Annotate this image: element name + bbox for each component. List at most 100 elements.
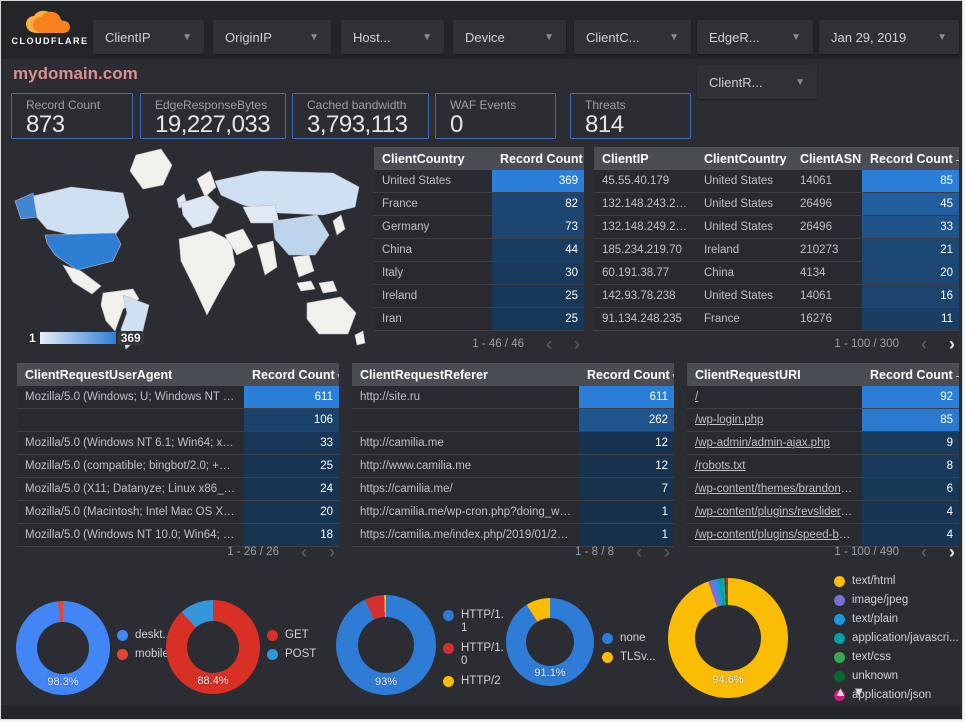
column-header[interactable]: Record Count▾ — [244, 368, 339, 382]
filter-originip[interactable]: OriginIP ▼ — [213, 20, 331, 54]
filter-edgeresponse[interactable]: EdgeR... ▼ — [697, 20, 813, 54]
content-type-donut[interactable]: 94.6% — [668, 578, 788, 698]
scorecard-label: Cached bandwidth — [307, 98, 407, 112]
table-row[interactable]: /wp-content/plugins/revslider/rs-p... 4 — [687, 501, 959, 524]
uri-link[interactable]: /wp-content/themes/brandon/plu... — [695, 483, 862, 495]
request-method-donut[interactable]: 88.4% — [166, 600, 260, 694]
table-row[interactable]: 45.55.40.179 United States 14061 85 — [594, 170, 959, 193]
table-row[interactable]: https://camilia.me/index.php/2019/01/26/… — [352, 524, 674, 547]
uri-link[interactable]: /wp-content/plugins/speed-booste... — [695, 529, 862, 541]
uri-link[interactable]: /wp-login.php — [695, 414, 764, 426]
next-page-icon[interactable]: › — [574, 334, 580, 354]
column-header[interactable]: ClientRequestReferer — [360, 367, 488, 382]
table-row[interactable]: 185.234.219.70 Ireland 210273 21 — [594, 239, 959, 262]
record-count-bar: 369 — [492, 170, 584, 192]
filter-device[interactable]: Device ▼ — [453, 20, 566, 54]
legend-page-down-icon[interactable]: ▼ — [852, 684, 866, 699]
cloudflare-logo: CLOUDFLARE — [11, 9, 89, 46]
chevron-down-icon: ▼ — [795, 76, 805, 88]
uri-link[interactable]: /wp-admin/admin-ajax.php — [695, 437, 830, 449]
filter-clientcountry[interactable]: ClientC... ▼ — [574, 20, 691, 54]
table-row[interactable]: / 92 — [687, 386, 959, 409]
column-header[interactable]: ClientCountry — [704, 151, 787, 166]
record-count-bar: 4 — [862, 501, 959, 523]
table-row[interactable]: https://camilia.me/7 — [352, 478, 674, 501]
next-page-icon[interactable]: › — [949, 334, 955, 354]
prev-page-icon[interactable]: ‹ — [546, 334, 552, 354]
table-row[interactable]: Iran 25 — [374, 308, 584, 331]
date-range-filter[interactable]: Jan 29, 2019 ▼ — [819, 20, 959, 54]
table-row[interactable]: Italy 30 — [374, 262, 584, 285]
table-row[interactable]: 142.93.78.238 United States 14061 16 — [594, 285, 959, 308]
table-row[interactable]: 132.148.243.238 United States 26496 45 — [594, 193, 959, 216]
table-row[interactable]: Ireland 25 — [374, 285, 584, 308]
legend-label: TLSv... — [620, 651, 656, 663]
column-header[interactable]: Record Count– — [862, 152, 959, 166]
filter-host[interactable]: Host... ▼ — [341, 20, 444, 54]
table-row[interactable]: Mozilla/5.0 (compatible; bingbot/2.0; +h… — [17, 455, 339, 478]
prev-page-icon[interactable]: ‹ — [921, 334, 927, 354]
table-cell: France — [704, 313, 740, 325]
next-page-icon[interactable]: › — [949, 542, 955, 562]
legend-page-up-icon[interactable]: ▲ — [834, 684, 847, 699]
tls-version-donut[interactable]: 91.1% — [506, 598, 594, 686]
column-header[interactable]: Record Count▾ — [500, 151, 583, 166]
uri-link[interactable]: /wp-content/plugins/revslider/rs-p... — [695, 506, 862, 518]
next-page-icon[interactable]: › — [664, 542, 670, 562]
table-row[interactable]: /wp-admin/admin-ajax.php 9 — [687, 432, 959, 455]
column-header[interactable]: Record Count▾ — [579, 368, 674, 382]
filter-clientip[interactable]: ClientIP ▼ — [93, 20, 204, 54]
table-row[interactable]: Mozilla/5.0 (Windows NT 10.0; Win64; x64… — [17, 524, 339, 547]
table-row[interactable]: Mozilla/5.0 (Macintosh; Intel Mac OS X 1… — [17, 501, 339, 524]
prev-page-icon[interactable]: ‹ — [636, 542, 642, 562]
legend-color-dot — [834, 671, 845, 682]
filter-clientrequest[interactable]: ClientR... ▼ — [697, 65, 817, 99]
column-header[interactable]: ClientIP — [602, 151, 649, 166]
record-count-bar: 45 — [862, 193, 959, 215]
table-row[interactable]: http://camilia.me 12 — [352, 432, 674, 455]
http-protocol-donut[interactable]: 93% — [336, 595, 436, 695]
table-cell: Mozilla/5.0 (compatible; bingbot/2.0; +h… — [25, 460, 244, 472]
prev-page-icon[interactable]: ‹ — [921, 542, 927, 562]
request-uri-table: ClientRequestURI Record Count– / 92/wp-logi… — [687, 363, 959, 561]
table-row[interactable]: Mozilla/5.0 (Windows NT 6.1; Win64; x64;… — [17, 432, 339, 455]
scorecard-value: 0 — [450, 111, 463, 138]
table-row[interactable]: United States 369 — [374, 170, 584, 193]
table-row[interactable]: Germany 73 — [374, 216, 584, 239]
table-row[interactable]: /robots.txt 8 — [687, 455, 959, 478]
prev-page-icon[interactable]: ‹ — [301, 542, 307, 562]
column-header[interactable]: Record Count– — [862, 368, 959, 382]
table-row[interactable]: 132.148.249.210 United States 26496 33 — [594, 216, 959, 239]
table-cell: 26496 — [800, 221, 832, 233]
device-type-donut[interactable]: 98.3% — [16, 601, 110, 695]
table-row[interactable]: Mozilla/5.0 (X11; Datanyze; Linux x86_64… — [17, 478, 339, 501]
table-cell: United States — [704, 198, 774, 210]
column-header[interactable]: ClientCountry — [382, 151, 465, 166]
column-header[interactable]: ClientASN — [800, 151, 862, 166]
geo-map-chart[interactable]: 1 369 — [11, 143, 371, 353]
table-row[interactable]: Mozilla/5.0 (Windows; U; Windows NT 5.1;… — [17, 386, 339, 409]
table-row[interactable]: France 82 — [374, 193, 584, 216]
table-row[interactable]: 262 — [352, 409, 674, 432]
table-cell: Mozilla/5.0 (Windows; U; Windows NT 5.1;… — [25, 391, 244, 403]
next-page-icon[interactable]: › — [329, 542, 335, 562]
chevron-down-icon: ▼ — [309, 31, 319, 43]
table-row[interactable]: /wp-content/themes/brandon/plu... 6 — [687, 478, 959, 501]
table-row[interactable]: /wp-content/plugins/speed-booste... 4 — [687, 524, 959, 547]
table-row[interactable]: http://www.camilia.me 12 — [352, 455, 674, 478]
column-header[interactable]: ClientRequestURI — [695, 367, 801, 382]
chevron-down-icon: ▼ — [937, 31, 947, 43]
table-row[interactable]: 91.134.248.235 France 16276 11 — [594, 308, 959, 331]
table-row[interactable]: 106 — [17, 409, 339, 432]
table-row[interactable]: http://camilia.me/wp-cron.php?doing_wp_c… — [352, 501, 674, 524]
table-row[interactable]: China 44 — [374, 239, 584, 262]
table-row[interactable]: /wp-login.php 85 — [687, 409, 959, 432]
legend-item: deskt... — [117, 629, 172, 641]
legend-color-dot — [117, 649, 128, 660]
column-header[interactable]: ClientRequestUserAgent — [25, 367, 173, 382]
uri-link[interactable]: / — [695, 391, 699, 403]
table-row[interactable]: 60.191.38.77 China 4134 20 — [594, 262, 959, 285]
record-count-bar: 8 — [862, 455, 959, 477]
table-row[interactable]: http://site.ru 611 — [352, 386, 674, 409]
uri-link[interactable]: /robots.txt — [695, 460, 746, 472]
